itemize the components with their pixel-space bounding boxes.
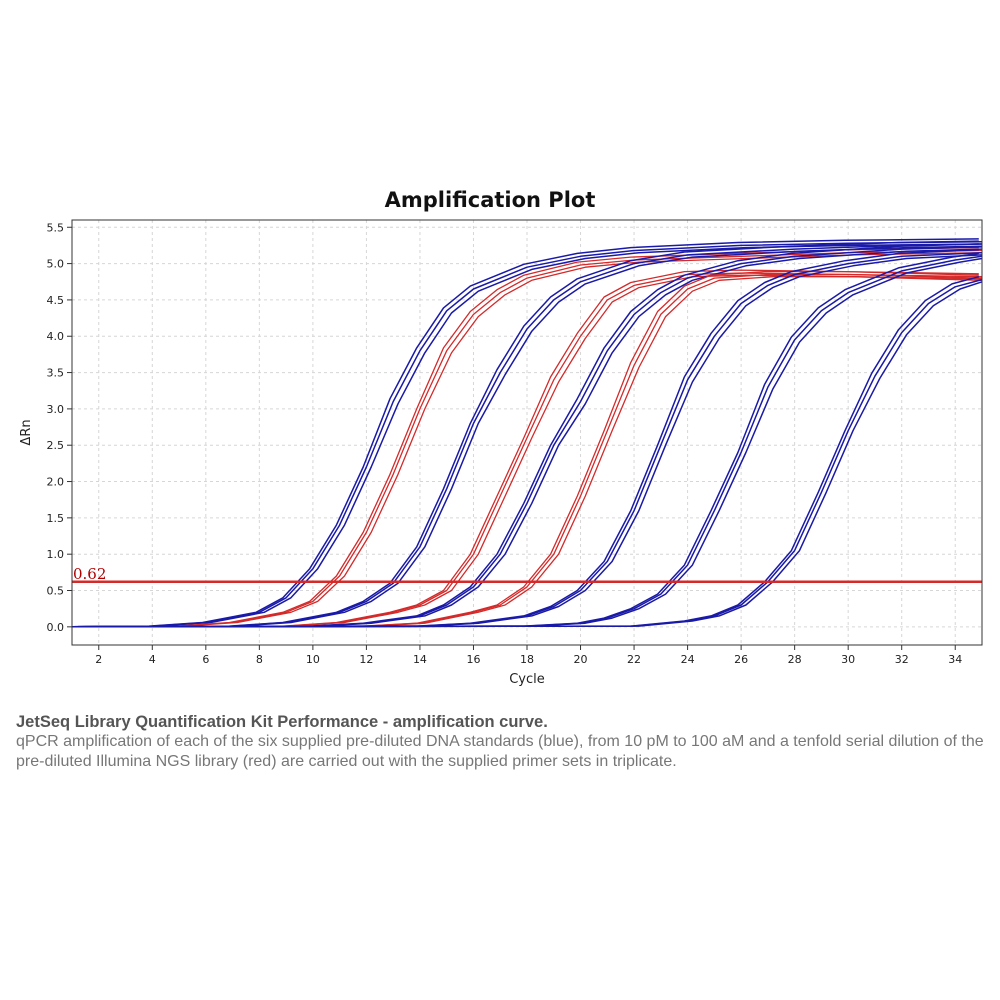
threshold-layer: 0.62 <box>72 565 982 584</box>
x-tick-label: 32 <box>895 653 909 666</box>
standards-curve-3-rep-2 <box>71 245 983 628</box>
x-tick-label: 20 <box>574 653 588 666</box>
x-tick-label: 10 <box>306 653 320 666</box>
y-tick-label: 3.0 <box>47 403 65 416</box>
y-tick-label: 0.0 <box>47 621 65 634</box>
standards-curve-9-rep-3 <box>71 275 979 628</box>
grid <box>72 220 982 645</box>
y-tick-label: 1.0 <box>47 548 65 561</box>
caption-body: qPCR amplification of each of the six su… <box>16 733 984 770</box>
x-tick-label: 6 <box>202 653 209 666</box>
x-tick-label: 16 <box>466 653 480 666</box>
standards-curve-3-rep-3 <box>71 240 979 628</box>
y-tick-label: 2.5 <box>47 439 65 452</box>
x-tick-label: 8 <box>256 653 263 666</box>
threshold-label: 0.62 <box>73 565 106 583</box>
amplification-chart: Amplification Plot 0.62 2 4 6 8 10 12 14 16 18 20… <box>0 180 1000 700</box>
y-tick-label: 5.0 <box>47 258 65 271</box>
x-tick-label: 22 <box>627 653 641 666</box>
tick-layer: 2 4 6 8 10 12 14 16 18 20 22 24 26 28 30 32 340.00.51.01… <box>47 221 963 666</box>
y-tick-label: 1.5 <box>47 512 65 525</box>
figure-caption: JetSeq Library Quantification Kit Perfor… <box>16 712 991 772</box>
standards-curve-8-rep-2 <box>71 257 983 628</box>
y-tick-label: 2.0 <box>47 476 65 489</box>
x-tick-label: 14 <box>413 653 427 666</box>
y-tick-label: 4.0 <box>47 330 65 343</box>
x-tick-label: 26 <box>734 653 748 666</box>
x-tick-label: 4 <box>149 653 156 666</box>
chart-svg: Amplification Plot 0.62 2 4 6 8 10 12 14 16 18 20… <box>19 188 983 687</box>
x-tick-label: 18 <box>520 653 534 666</box>
x-tick-label: 30 <box>841 653 855 666</box>
library-curve-6-rep-3 <box>71 270 979 628</box>
standards-curve-9-rep-2 <box>71 281 983 628</box>
standards-curve-8-rep-3 <box>71 252 979 628</box>
x-tick-label: 28 <box>788 653 802 666</box>
caption-title: JetSeq Library Quantification Kit Perfor… <box>16 713 548 731</box>
series-layer <box>71 238 983 628</box>
x-tick-label: 12 <box>359 653 373 666</box>
standards-curve-1-rep-2 <box>71 243 983 628</box>
standards-curve-7-rep-2 <box>71 254 983 628</box>
library-curve-6-rep-2 <box>71 276 983 628</box>
standards-curve-1-rep-3 <box>71 238 979 628</box>
x-tick-label: 2 <box>95 653 102 666</box>
y-tick-label: 0.5 <box>47 585 65 598</box>
standards-curve-5-rep-3 <box>71 243 979 628</box>
x-tick-label: 34 <box>948 653 962 666</box>
y-tick-label: 4.5 <box>47 294 65 307</box>
standards-curve-7-rep-3 <box>71 249 979 628</box>
library-curve-2-rep-2 <box>71 252 983 628</box>
y-tick-label: 3.5 <box>47 367 65 380</box>
y-tick-label: 5.5 <box>47 221 65 234</box>
library-curve-2-rep-3 <box>71 246 979 628</box>
x-tick-label: 24 <box>681 653 695 666</box>
y-axis-title: ΔRn <box>19 419 34 445</box>
chart-title: Amplification Plot <box>385 188 596 212</box>
x-axis-title: Cycle <box>509 672 545 687</box>
standards-curve-5-rep-2 <box>71 248 983 628</box>
